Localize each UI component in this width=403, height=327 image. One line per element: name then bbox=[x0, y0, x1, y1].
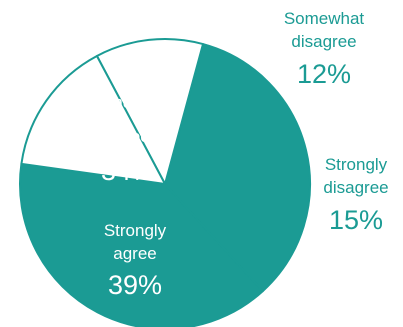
pie-slices bbox=[19, 38, 312, 327]
slice-label-somewhat-disagree-line1: Somewhat bbox=[284, 9, 365, 28]
slice-value-strongly-agree: 39% bbox=[108, 270, 162, 300]
pie-slice-strongly-agree bbox=[19, 162, 264, 327]
pie-slice-somewhat-agree bbox=[164, 43, 312, 293]
slice-label-strongly-agree-line2: agree bbox=[113, 244, 156, 263]
label-somewhat-agree: Somewhat agree 34% bbox=[88, 93, 169, 186]
pie-slice-somewhat-disagree bbox=[95, 38, 205, 185]
pie-slice-strongly-disagree bbox=[20, 54, 166, 185]
slice-label-strongly-disagree-line2: disagree bbox=[323, 178, 388, 197]
slice-value-somewhat-disagree: 12% bbox=[297, 59, 351, 89]
slice-label-strongly-disagree-line1: Strongly bbox=[325, 155, 388, 174]
slice-label-strongly-agree-line1: Strongly bbox=[104, 221, 167, 240]
label-strongly-disagree: Strongly disagree 15% bbox=[323, 155, 388, 235]
slice-value-strongly-disagree: 15% bbox=[329, 205, 383, 235]
slice-value-somewhat-agree: 34% bbox=[101, 156, 155, 186]
label-strongly-agree: Strongly agree 39% bbox=[104, 221, 167, 300]
slice-label-somewhat-agree-line2: agree bbox=[106, 127, 149, 146]
slice-label-somewhat-agree-line1: Somewhat bbox=[88, 93, 169, 112]
slice-label-somewhat-disagree-line2: disagree bbox=[291, 32, 356, 51]
label-somewhat-disagree: Somewhat disagree 12% bbox=[284, 9, 365, 89]
